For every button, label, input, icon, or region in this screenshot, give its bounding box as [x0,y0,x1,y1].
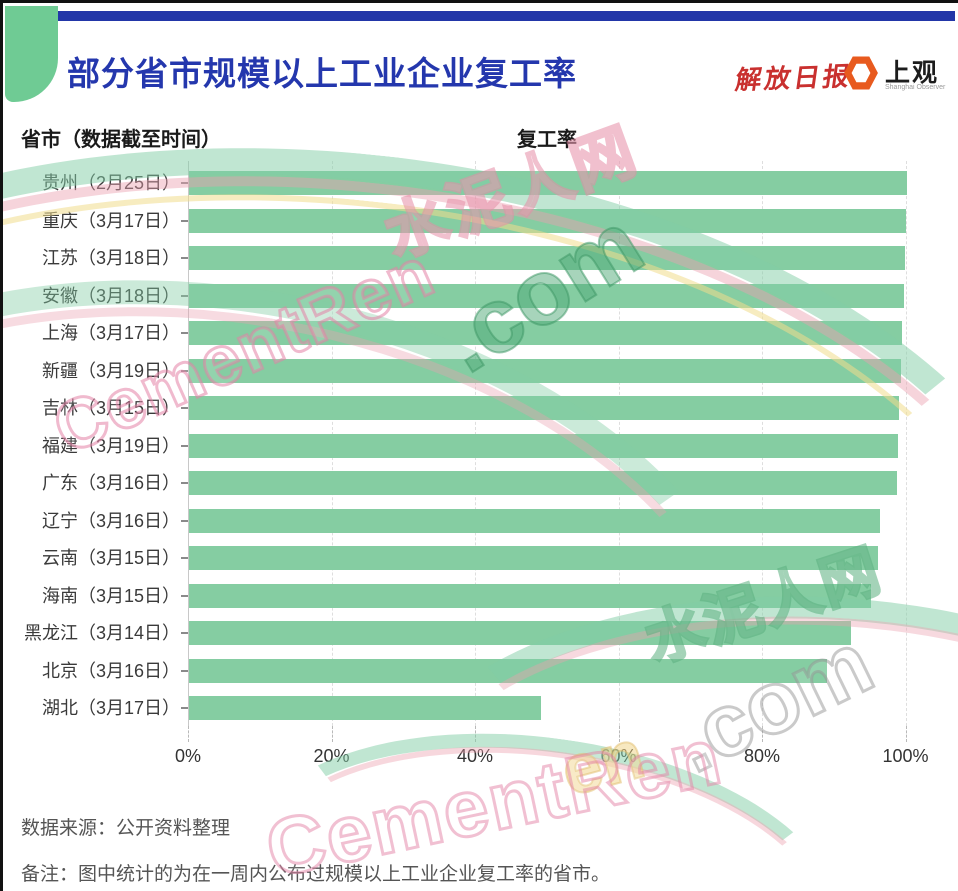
bar-label: 上海（3月17日） [41,323,180,343]
page-title: 部分省市规模以上工业企业复工率 [67,55,577,92]
bar [189,171,907,195]
bar-row: 云南（3月15日） [3,546,958,570]
bar-row: 上海（3月17日） [3,321,958,345]
x-axis-tick [475,726,476,742]
bar [189,696,541,720]
y-axis-tick [181,294,188,297]
bar-row: 吉林（3月15日） [3,396,958,420]
bar-label: 海南（3月15日） [41,585,180,606]
hexagon-ring-inner [851,63,871,83]
bar-label: 黑龙江（3月14日） [23,623,180,643]
bar-label: 吉林（3月15日） [41,398,180,418]
bar-label: 北京（3月16日） [41,660,180,681]
y-axis-tick [181,407,188,409]
corner-green-shape [5,6,58,102]
bar [189,321,903,345]
bar-label: 新疆（3月19日） [41,360,180,381]
y-axis-tick [181,482,188,484]
y-axis-tick [181,444,188,447]
column-header-rate: 复工率 [517,129,577,151]
shangguan-logo-text: 上观 [885,59,940,87]
shangguan-logo-subtitle: Shanghai Observer [885,84,946,91]
bar-row: 江苏（3月18日） [3,246,958,270]
y-axis-tick [181,557,188,559]
bar-label: 广东（3月16日） [41,473,180,493]
y-axis-tick [181,632,188,634]
bar [189,396,899,420]
y-axis-tick [181,519,188,522]
x-axis-tick [188,726,189,742]
bar [189,358,901,383]
header-accent-bar [33,11,955,21]
bar [189,471,898,495]
bar [189,208,906,233]
gridline [188,161,189,726]
bar-row: 辽宁（3月16日） [3,508,958,533]
bar-row: 湖北（3月17日） [3,696,958,720]
bar [189,433,898,458]
bar [189,546,878,570]
y-axis-tick [181,182,188,184]
x-axis-tick [331,726,333,742]
y-axis-tick [181,257,188,259]
data-source-text: 数据来源：公开资料整理 [21,818,231,839]
bar [189,658,827,683]
column-header-province: 省市（数据截至时间） [21,129,221,151]
y-axis-tick [181,707,188,709]
watermark-swoosh-arc [367,567,958,891]
x-tick-label: 80% [743,746,781,766]
bar-label: 辽宁（3月16日） [41,510,180,531]
bar-row: 安徽（3月18日） [3,283,958,308]
y-axis-tick [181,332,188,334]
bar-label: 福建（3月19日） [41,435,180,456]
bar [189,583,871,608]
x-tick-label: 40% [456,746,494,766]
y-axis-tick [181,669,188,672]
bar-row: 重庆（3月17日） [3,208,958,233]
bar-label: 贵州（2月25日） [41,173,180,193]
bar-label: 重庆（3月17日） [41,210,180,231]
bar-label: 云南（3月15日） [41,548,180,568]
x-axis-tick [905,726,907,742]
jiefang-daily-logo: 解放日报 [733,60,855,96]
x-tick-label: 60% [600,746,637,766]
bar-row: 海南（3月15日） [3,583,958,608]
y-axis-tick [181,219,188,222]
bar-label: 江苏（3月18日） [41,248,180,268]
bar-row: 新疆（3月19日） [3,358,958,383]
x-tick-label: 20% [313,746,350,766]
bar-row: 福建（3月19日） [3,433,958,458]
bar-row: 北京（3月16日） [3,658,958,683]
y-axis-tick [181,594,188,597]
x-tick-label: 100% [882,746,929,766]
x-axis-tick [762,726,763,742]
bar-row: 贵州（2月25日） [3,171,958,195]
bar-row: 广东（3月16日） [3,471,958,495]
bar-label: 湖北（3月17日） [41,698,180,718]
bar [189,621,852,645]
y-axis-tick [181,369,188,372]
bar [189,246,906,270]
x-axis-tick [618,726,620,742]
bar-row: 黑龙江（3月14日） [3,621,958,645]
x-tick-label: 0% [174,746,201,766]
bar-label: 安徽（3月18日） [41,285,180,306]
bar [189,283,904,308]
note-text: 备注：图中统计的为在一周内公布过规模以上工业企业复工率的省市。 [21,864,611,885]
gridline [905,161,907,726]
bar [189,508,880,533]
shangguan-hexagon-icon [843,55,879,91]
